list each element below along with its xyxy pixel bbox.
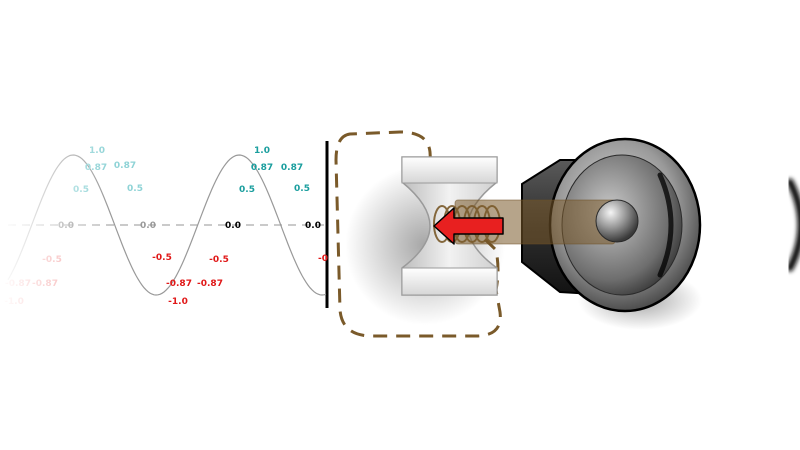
panel-fade [0, 139, 335, 311]
speaker-rim-highlight [657, 172, 674, 278]
waveform-panel: 1.00.870.870.50.50.00.0-0.5-0.5-0.87-0.8… [0, 139, 335, 311]
red-arrow-left-icon [433, 207, 504, 245]
focus-region-outline [334, 130, 502, 338]
block-top-face [401, 156, 498, 184]
speaker-dust-cap [595, 199, 639, 243]
sound-wave-arc-icon [786, 178, 800, 272]
magnet-block [345, 156, 505, 325]
block-bottom-face [401, 267, 498, 296]
